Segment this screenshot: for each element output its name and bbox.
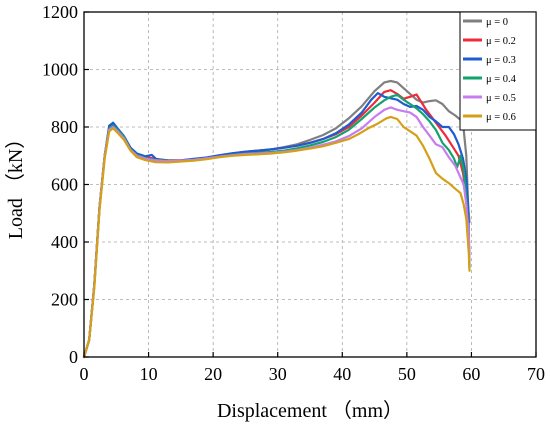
legend-label-4: μ = 0.5 [486, 93, 516, 104]
y-tick-label: 1000 [42, 60, 78, 80]
y-tick-label: 600 [51, 175, 78, 195]
legend-label-1: μ = 0.2 [486, 36, 516, 47]
legend-label-0: μ = 0 [486, 17, 508, 28]
x-axis-title: Displacement （mm） [217, 399, 403, 422]
y-tick-label: 200 [51, 290, 78, 310]
tick-labels: 0 10 20 30 40 50 60 70 0 200 400 600 800 1000 1200 [42, 2, 545, 384]
x-tick-label: 10 [140, 364, 158, 384]
legend: μ = 0 μ = 0.2 μ = 0.3 μ = 0.4 μ = 0.5 μ = 0.6 [459, 11, 537, 131]
y-tick-label: 1200 [42, 2, 78, 22]
y-axis-title: Load （kN） [4, 129, 27, 240]
axis-ticks [83, 11, 537, 358]
series-line-4 [82, 106, 471, 359]
y-tick-label: 0 [69, 347, 78, 367]
x-tick-label: 20 [204, 364, 222, 384]
x-tick-label: 30 [269, 364, 287, 384]
y-tick-label: 400 [51, 232, 78, 252]
x-tick-label: 60 [462, 364, 480, 384]
x-tick-label: 70 [527, 364, 545, 384]
series-line-5 [82, 115, 471, 359]
legend-label-3: μ = 0.4 [486, 74, 517, 85]
series-group [82, 79, 471, 359]
x-tick-label: 50 [398, 364, 416, 384]
x-tick-label: 0 [80, 364, 89, 384]
series-line-1 [82, 89, 471, 359]
x-tick-label: 40 [333, 364, 351, 384]
legend-label-5: μ = 0.6 [486, 112, 516, 123]
series-line-3 [82, 93, 471, 359]
series-line-0 [82, 79, 471, 359]
legend-box [459, 11, 537, 131]
y-tick-label: 800 [51, 117, 78, 137]
legend-label-2: μ = 0.3 [486, 55, 516, 66]
